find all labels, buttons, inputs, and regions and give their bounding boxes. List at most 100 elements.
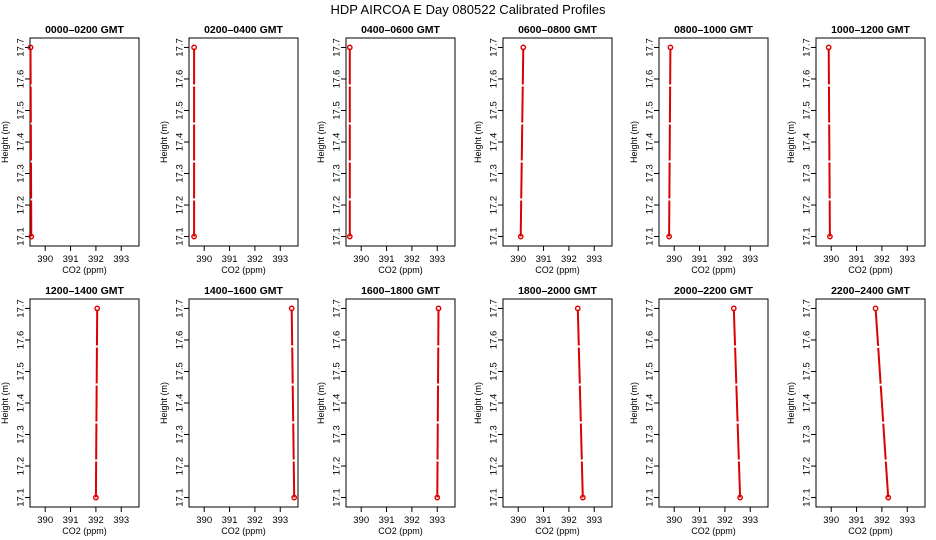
y-tick-label: 17.7 (175, 299, 186, 318)
profile-line (576, 308, 584, 498)
y-tick-label: 17.1 (16, 488, 27, 507)
y-tick-label: 17.6 (802, 331, 813, 350)
x-axis-label: CO2 (ppm) (62, 526, 107, 536)
y-tick-label: 17.5 (332, 101, 343, 120)
x-tick-label: 392 (404, 515, 420, 526)
y-tick-label: 17.3 (332, 425, 343, 444)
x-tick-label: 392 (561, 254, 577, 265)
y-axis-label: Height (m) (316, 121, 326, 163)
y-tick-label: 17.2 (16, 196, 27, 215)
plot-frame (29, 37, 140, 247)
figure-title: HDP AIRCOA E Day 080522 Calibrated Profi… (330, 2, 606, 17)
data-point (28, 233, 35, 240)
x-axis-label: CO2 (ppm) (378, 265, 423, 275)
y-tick-label: 17.7 (332, 299, 343, 318)
panel-7: 1200–1400 GMT 390 391 392 393 17.1 17.2 17.3 17.… (0, 285, 140, 536)
data-point (288, 305, 295, 312)
x-axis-label: CO2 (ppm) (535, 526, 580, 536)
x-tick-label: 391 (849, 515, 865, 526)
x-tick-label: 390 (823, 515, 839, 526)
y-tick-label: 17.6 (489, 70, 500, 89)
x-tick-label: 390 (666, 254, 682, 265)
y-tick-label: 17.3 (489, 164, 500, 183)
y-tick-label: 17.1 (645, 488, 656, 507)
y-tick-label: 17.4 (332, 394, 343, 413)
y-tick-label: 17.6 (645, 70, 656, 89)
data-point (346, 233, 353, 240)
x-tick-label: 392 (717, 515, 733, 526)
y-tick-label: 17.1 (332, 488, 343, 507)
panel-title: 0200–0400 GMT (204, 24, 283, 36)
y-tick-label: 17.4 (175, 394, 186, 413)
panel-title: 0400–0600 GMT (361, 24, 440, 36)
data-point (94, 305, 101, 312)
y-tick-label: 17.3 (802, 425, 813, 444)
x-tick-label: 391 (379, 515, 395, 526)
panel-title: 1800–2000 GMT (518, 285, 597, 297)
x-tick-label: 392 (88, 515, 104, 526)
x-tick-label: 393 (586, 254, 602, 265)
y-tick-label: 17.3 (645, 164, 656, 183)
y-tick-label: 17.3 (332, 164, 343, 183)
data-point (666, 233, 673, 240)
profile-line (290, 308, 296, 498)
data-point (434, 494, 441, 501)
x-tick-label: 392 (561, 515, 577, 526)
y-axis-label: Height (m) (159, 121, 169, 163)
y-tick-label: 17.6 (175, 331, 186, 350)
y-tick-label: 17.5 (16, 362, 27, 381)
plot-frame (658, 37, 769, 247)
y-tick-label: 17.5 (802, 362, 813, 381)
y-tick-label: 17.5 (802, 101, 813, 120)
panel-6: 1000–1200 GMT 390 391 392 393 17.1 17.2 17.3 17.… (786, 24, 926, 275)
x-tick-label: 392 (247, 515, 263, 526)
x-tick-label: 390 (353, 515, 369, 526)
y-tick-label: 17.3 (802, 164, 813, 183)
y-tick-label: 17.3 (16, 425, 27, 444)
profile-line (94, 308, 99, 498)
x-tick-label: 393 (429, 515, 445, 526)
x-tick-label: 390 (353, 254, 369, 265)
x-tick-label: 390 (510, 254, 526, 265)
x-tick-label: 390 (196, 254, 212, 265)
y-tick-label: 17.5 (489, 362, 500, 381)
x-tick-label: 390 (196, 515, 212, 526)
panel-title: 0600–0800 GMT (518, 24, 597, 36)
data-point (885, 494, 892, 501)
x-axis-label: CO2 (ppm) (221, 526, 266, 536)
y-tick-label: 17.5 (332, 362, 343, 381)
y-tick-label: 17.7 (16, 299, 27, 318)
panel-1: 0000–0200 GMT 390 391 392 393 17.1 17.2 17.3 17.… (0, 24, 140, 275)
x-tick-label: 390 (823, 254, 839, 265)
y-tick-label: 17.7 (489, 299, 500, 318)
x-tick-label: 393 (272, 515, 288, 526)
x-tick-label: 393 (586, 515, 602, 526)
x-tick-label: 390 (37, 254, 53, 265)
y-tick-label: 17.4 (489, 394, 500, 413)
x-tick-label: 393 (742, 254, 758, 265)
x-tick-label: 391 (222, 254, 238, 265)
data-point (93, 494, 99, 501)
x-tick-label: 392 (247, 254, 263, 265)
x-axis-label: CO2 (ppm) (221, 265, 266, 275)
plot-frame (188, 37, 299, 247)
y-axis-label: Height (m) (473, 121, 483, 163)
panel-title: 0800–1000 GMT (674, 24, 753, 36)
x-axis-label: CO2 (ppm) (378, 526, 423, 536)
data-point (827, 233, 833, 240)
y-tick-label: 17.1 (489, 227, 500, 246)
y-tick-label: 17.1 (802, 488, 813, 507)
y-axis-label: Height (m) (786, 121, 796, 163)
x-tick-label: 392 (874, 515, 890, 526)
data-point (191, 44, 197, 51)
x-tick-label: 392 (404, 254, 420, 265)
x-tick-label: 391 (536, 515, 552, 526)
y-tick-label: 17.4 (175, 133, 186, 152)
y-tick-label: 17.4 (332, 133, 343, 152)
y-tick-label: 17.4 (802, 394, 813, 413)
y-tick-label: 17.1 (489, 488, 500, 507)
y-tick-label: 17.2 (489, 457, 500, 476)
y-axis-label: Height (m) (473, 382, 483, 424)
y-tick-label: 17.6 (802, 70, 813, 89)
x-tick-label: 391 (63, 515, 79, 526)
